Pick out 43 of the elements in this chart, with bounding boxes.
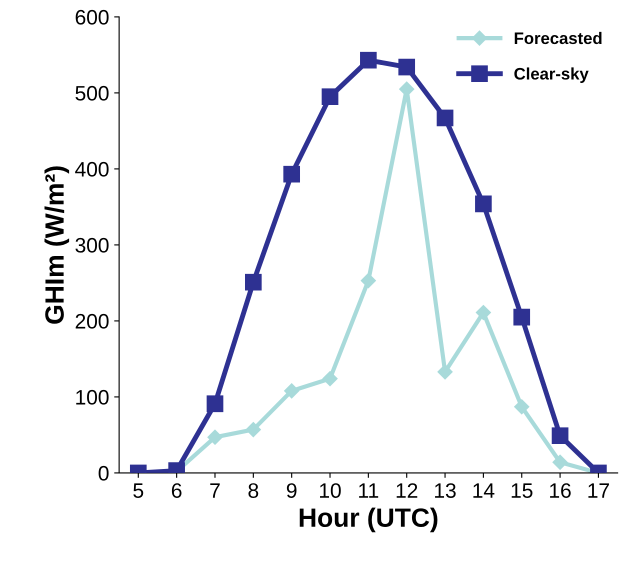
x-tick-label: 6 [172,483,182,498]
y-tick-label: 200 [76,314,109,329]
point [398,58,416,76]
x-tick-label: 5 [133,483,144,498]
y-tick-label: 0 [98,466,109,481]
x-tick-label: 9 [286,483,296,498]
point [322,88,338,106]
x-tick-label: 8 [248,483,258,498]
x-tick-label: 13 [435,483,456,498]
point [513,308,530,326]
point [207,430,223,445]
x-tick-label: 17 [588,483,609,498]
point [436,110,454,126]
x-tick-label: 7 [210,483,220,498]
point [552,454,568,470]
y-axis-title: GHIm (W/m²) [44,166,70,324]
x-tick-label: 16 [550,483,571,498]
y-tick-label: 400 [75,162,109,177]
y-tick-label: 500 [75,86,109,101]
point [437,364,453,380]
x-tick-label: 10 [320,483,341,498]
point [283,166,300,183]
point [360,52,377,69]
point [206,395,224,412]
y-tick-label: 100 [76,390,109,405]
point [514,399,530,414]
legend-label: Clear-sky [514,67,589,83]
y-tick-label: 300 [75,238,109,253]
x-tick-label: 14 [473,483,494,498]
point [475,196,492,212]
x-tick-label: 12 [396,483,418,498]
point [246,422,261,438]
point [284,383,300,398]
point [476,304,491,320]
legend-label: Forecasted [514,32,602,44]
point [245,274,262,290]
x-tick-label: 11 [359,483,378,498]
point [552,427,568,444]
point [322,371,338,386]
x-axis-title: Hour (UTC) [300,508,438,532]
point [360,273,376,288]
y-tick-label: 600 [76,10,109,25]
x-tick-label: 15 [512,483,532,498]
